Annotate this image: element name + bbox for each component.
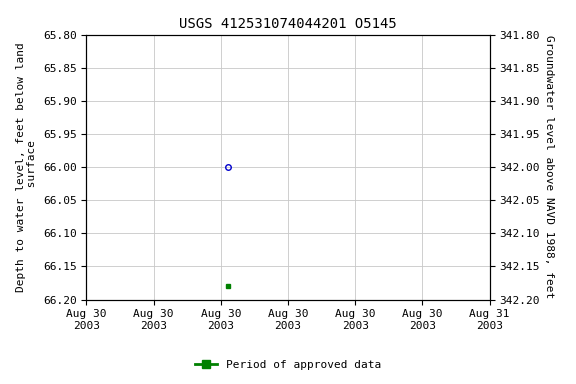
Y-axis label: Groundwater level above NAVD 1988, feet: Groundwater level above NAVD 1988, feet bbox=[544, 35, 554, 299]
Legend: Period of approved data: Period of approved data bbox=[191, 356, 385, 375]
Title: USGS 412531074044201 O5145: USGS 412531074044201 O5145 bbox=[179, 17, 397, 31]
Y-axis label: Depth to water level, feet below land
 surface: Depth to water level, feet below land su… bbox=[16, 42, 37, 292]
